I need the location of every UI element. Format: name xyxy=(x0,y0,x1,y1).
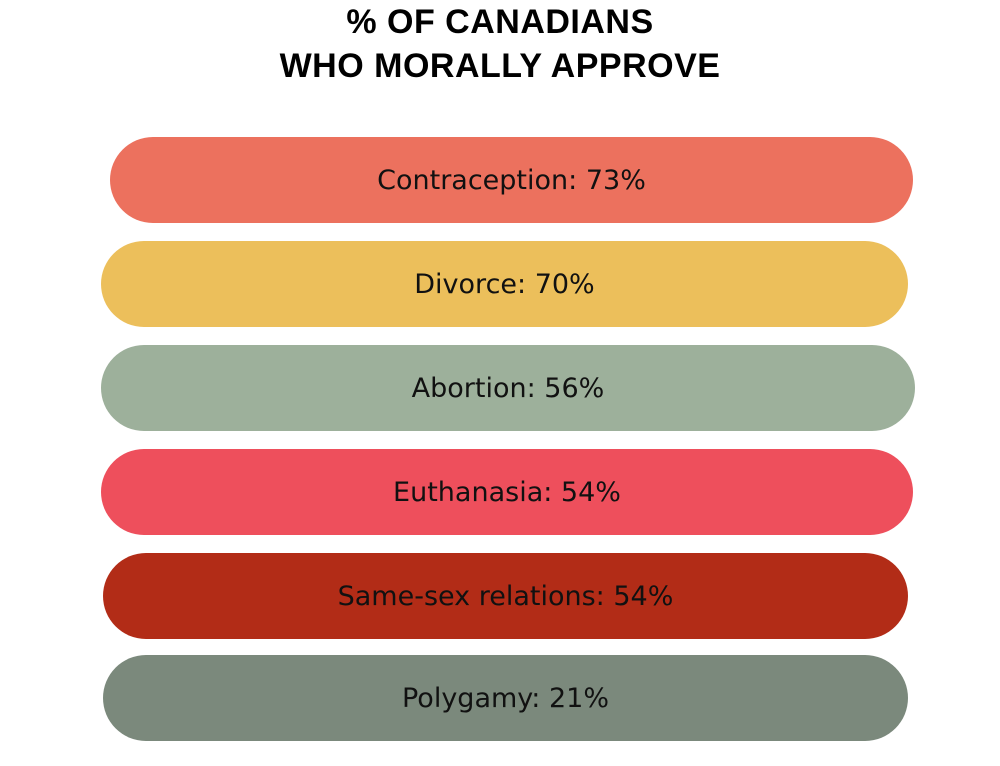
approval-pill: Same-sex relations: 54% xyxy=(103,553,908,639)
approval-pill: Divorce: 70% xyxy=(101,241,908,327)
approval-pill: Contraception: 73% xyxy=(110,137,913,223)
approval-pill: Abortion: 56% xyxy=(101,345,915,431)
approval-label: Divorce: 70% xyxy=(414,268,595,300)
approval-label: Polygamy: 21% xyxy=(401,682,609,714)
approval-label: Contraception: 73% xyxy=(377,164,646,196)
approval-pill: Polygamy: 21% xyxy=(103,655,908,741)
approval-pill: Euthanasia: 54% xyxy=(101,449,913,535)
approval-label: Abortion: 56% xyxy=(411,372,605,404)
title-line: % OF CANADIANS xyxy=(346,3,654,41)
title: % OF CANADIANS WHO MORALLY APPROVE xyxy=(0,0,1000,88)
approval-label: Euthanasia: 54% xyxy=(393,476,621,508)
approval-label: Same-sex relations: 54% xyxy=(337,580,674,612)
title-line: WHO MORALLY APPROVE xyxy=(279,47,721,85)
